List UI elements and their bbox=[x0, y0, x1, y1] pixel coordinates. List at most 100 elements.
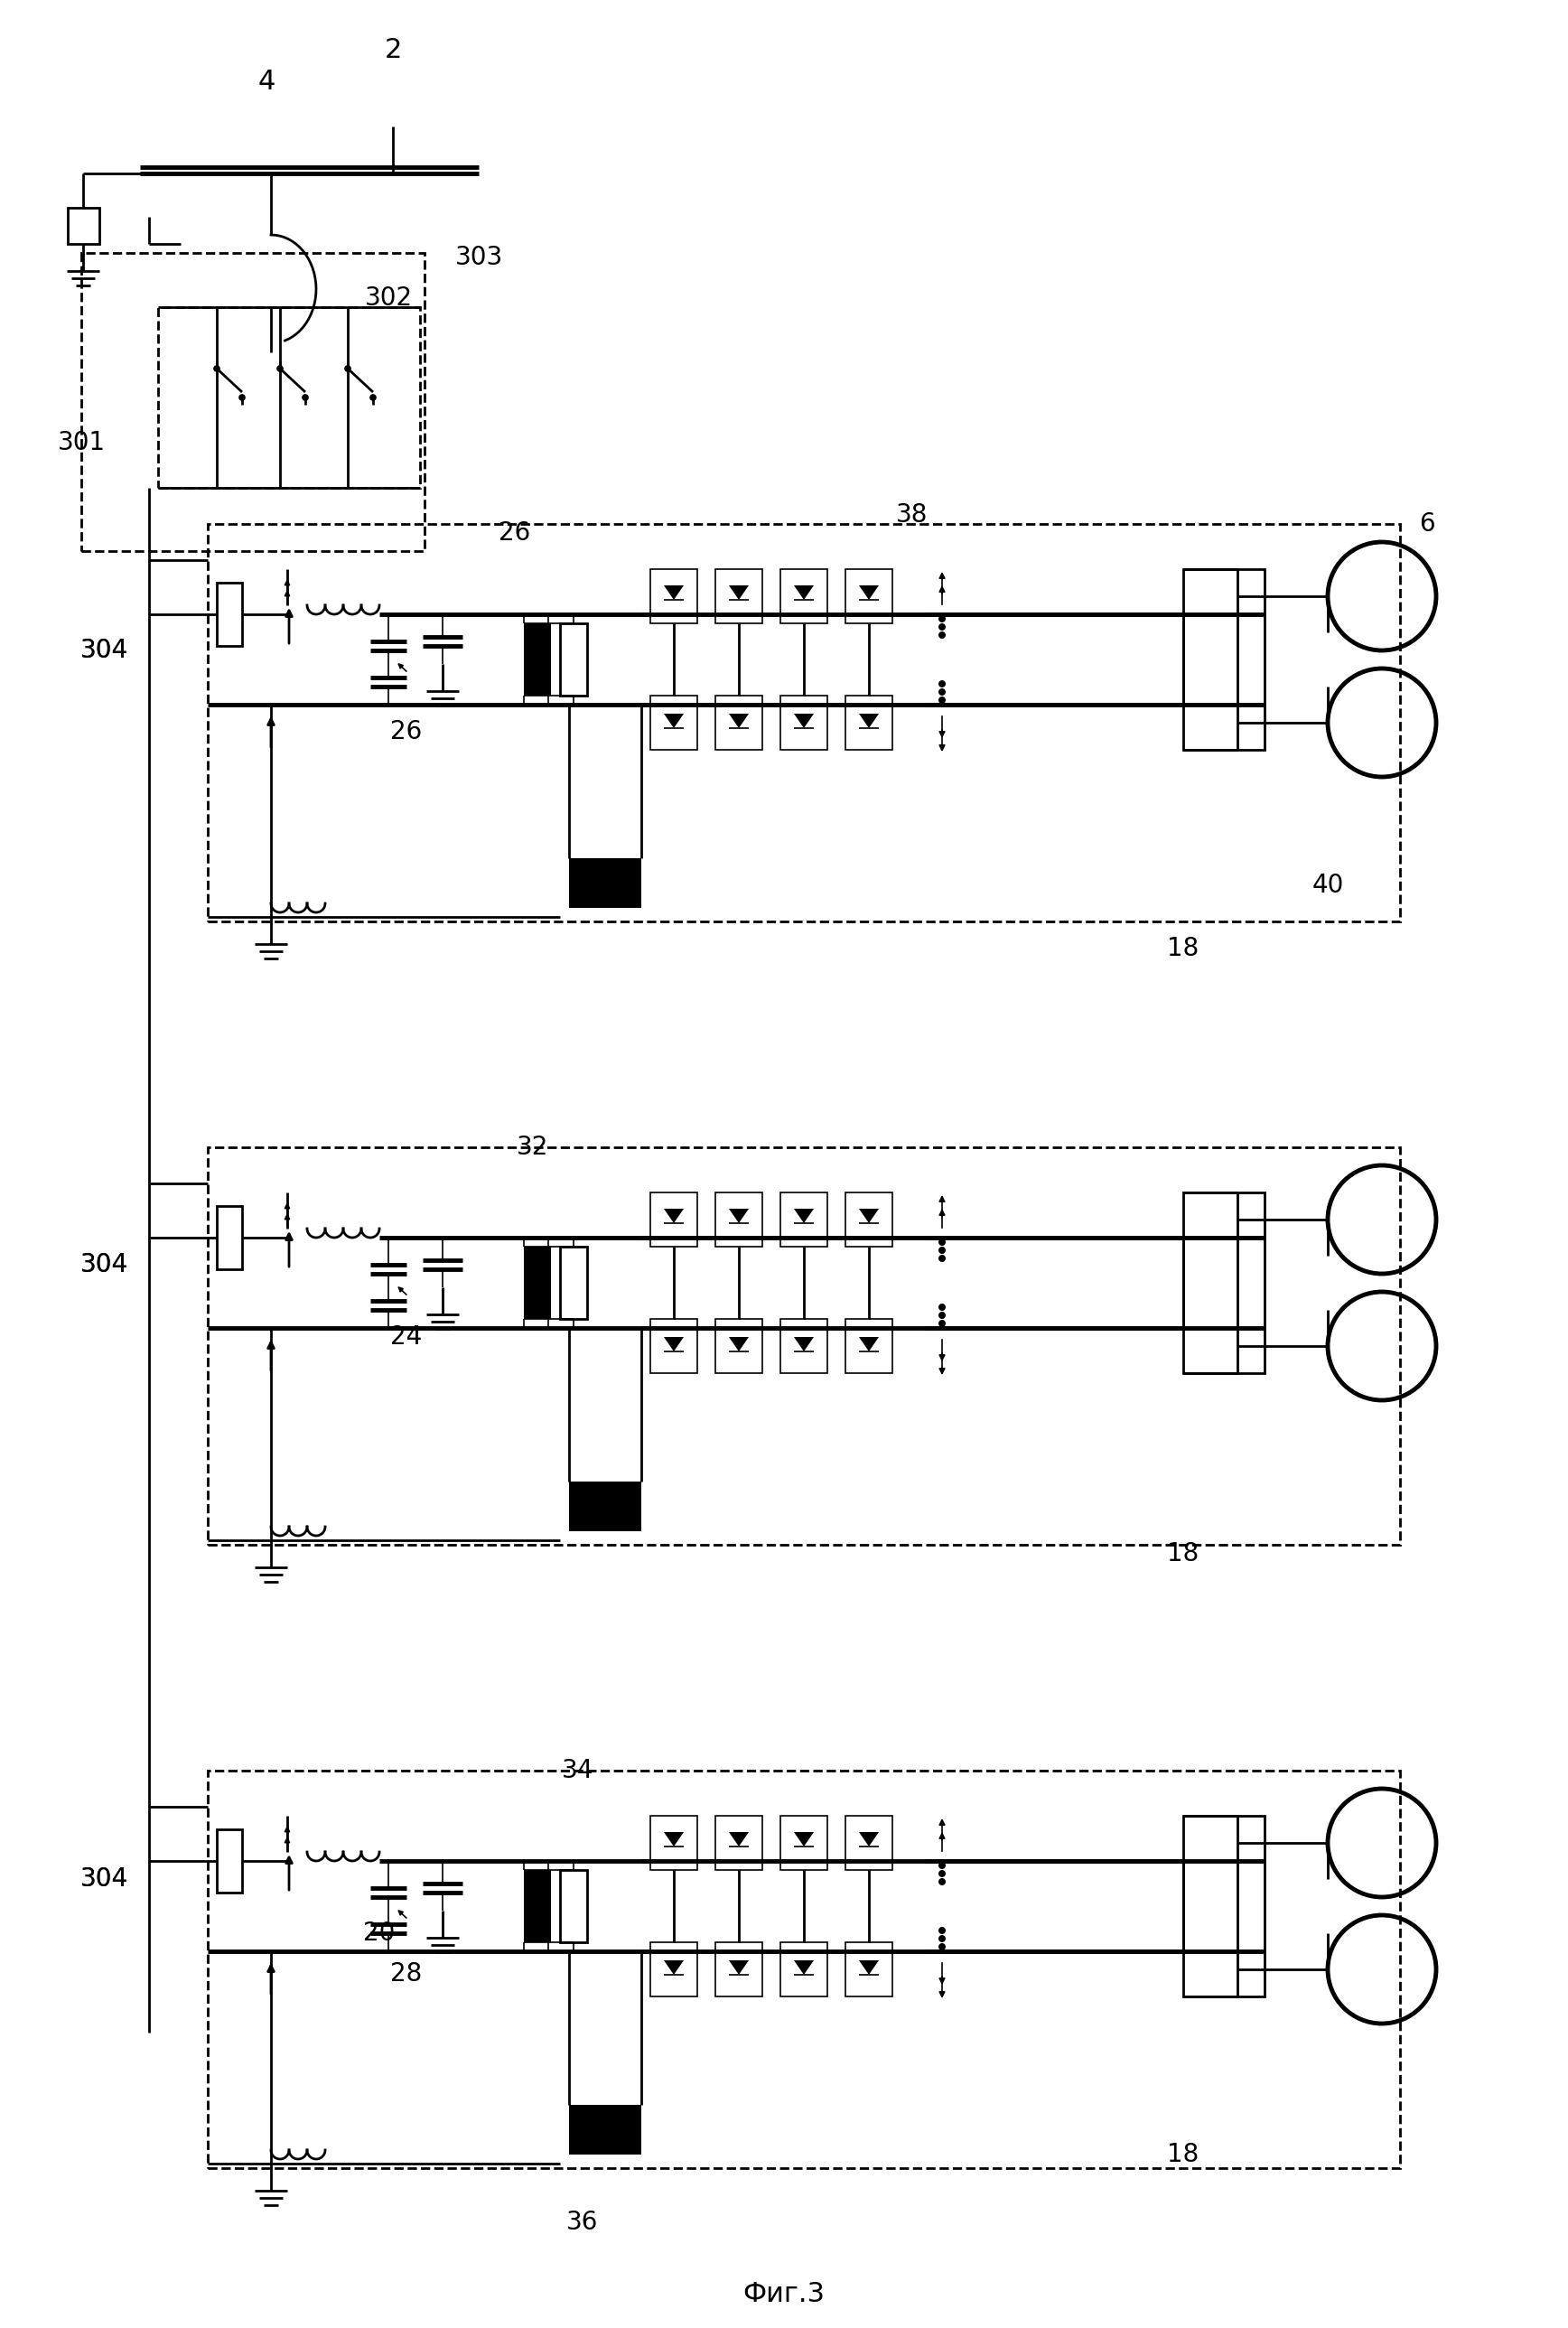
Bar bbox=[207, 1148, 1400, 1546]
Bar bbox=[67, 207, 99, 244]
Bar bbox=[845, 696, 892, 750]
Bar bbox=[651, 696, 698, 750]
Text: Фиг.3: Фиг.3 bbox=[743, 2281, 825, 2307]
Text: 26: 26 bbox=[390, 719, 422, 745]
Polygon shape bbox=[859, 1336, 878, 1353]
Text: 304: 304 bbox=[80, 1867, 129, 1893]
Text: 4: 4 bbox=[257, 68, 276, 95]
Polygon shape bbox=[793, 1208, 814, 1222]
Text: 304: 304 bbox=[80, 1252, 129, 1278]
Bar bbox=[216, 1206, 241, 1269]
Text: 304: 304 bbox=[80, 638, 129, 663]
Circle shape bbox=[939, 1935, 946, 1942]
Polygon shape bbox=[729, 1832, 750, 1846]
Circle shape bbox=[939, 680, 946, 687]
Bar bbox=[651, 1942, 698, 1997]
Polygon shape bbox=[663, 584, 684, 601]
Circle shape bbox=[345, 365, 351, 370]
Circle shape bbox=[939, 1869, 946, 1876]
Bar bbox=[715, 1192, 762, 1248]
Polygon shape bbox=[729, 1336, 750, 1353]
Text: 304: 304 bbox=[80, 638, 129, 663]
Polygon shape bbox=[859, 1832, 878, 1846]
Bar bbox=[1184, 1816, 1264, 1997]
Circle shape bbox=[939, 631, 946, 638]
Bar bbox=[560, 624, 586, 696]
Circle shape bbox=[939, 1248, 946, 1255]
Polygon shape bbox=[793, 1960, 814, 1974]
Bar bbox=[715, 568, 762, 624]
Text: 34: 34 bbox=[561, 1758, 594, 1783]
Polygon shape bbox=[859, 715, 878, 729]
Bar bbox=[524, 624, 550, 696]
Polygon shape bbox=[729, 1208, 750, 1222]
Bar bbox=[781, 1816, 828, 1869]
Text: 24: 24 bbox=[390, 1325, 422, 1350]
Bar bbox=[560, 1869, 586, 1942]
Bar bbox=[524, 1248, 550, 1320]
Polygon shape bbox=[663, 1832, 684, 1846]
Circle shape bbox=[939, 1320, 946, 1327]
Circle shape bbox=[939, 1238, 946, 1245]
Circle shape bbox=[939, 1862, 946, 1869]
Circle shape bbox=[240, 396, 245, 400]
Bar bbox=[781, 1942, 828, 1997]
Circle shape bbox=[939, 1944, 946, 1951]
Bar bbox=[845, 1192, 892, 1248]
Bar bbox=[845, 1816, 892, 1869]
Circle shape bbox=[939, 1304, 946, 1311]
Bar bbox=[651, 1816, 698, 1869]
Text: 304: 304 bbox=[80, 1252, 129, 1278]
Text: 18: 18 bbox=[1167, 1541, 1200, 1567]
Circle shape bbox=[939, 1928, 946, 1935]
Bar bbox=[781, 1320, 828, 1374]
Bar bbox=[715, 1816, 762, 1869]
Circle shape bbox=[303, 396, 307, 400]
Polygon shape bbox=[859, 1960, 878, 1974]
Polygon shape bbox=[663, 1960, 684, 1974]
Bar bbox=[569, 2105, 641, 2153]
Bar bbox=[845, 568, 892, 624]
Text: 40: 40 bbox=[1312, 873, 1344, 899]
Text: 302: 302 bbox=[364, 286, 412, 310]
Circle shape bbox=[939, 615, 946, 622]
Text: 32: 32 bbox=[517, 1134, 549, 1159]
Bar bbox=[781, 1192, 828, 1248]
Polygon shape bbox=[663, 715, 684, 729]
Text: 6: 6 bbox=[1419, 512, 1435, 538]
Bar bbox=[651, 568, 698, 624]
Text: 303: 303 bbox=[455, 244, 503, 270]
Bar bbox=[845, 1320, 892, 1374]
Bar bbox=[715, 696, 762, 750]
Polygon shape bbox=[729, 1960, 750, 1974]
Text: 18: 18 bbox=[1167, 936, 1200, 961]
Bar bbox=[651, 1320, 698, 1374]
Polygon shape bbox=[793, 1832, 814, 1846]
Text: 20: 20 bbox=[364, 1921, 395, 1946]
Bar bbox=[715, 1942, 762, 1997]
Bar bbox=[651, 1192, 698, 1248]
Bar bbox=[207, 1772, 1400, 2167]
Bar bbox=[158, 307, 420, 489]
Bar bbox=[216, 582, 241, 645]
Circle shape bbox=[370, 396, 376, 400]
Text: 18: 18 bbox=[1167, 2142, 1200, 2167]
Bar bbox=[82, 254, 425, 552]
Polygon shape bbox=[793, 715, 814, 729]
Polygon shape bbox=[663, 1208, 684, 1222]
Circle shape bbox=[215, 365, 220, 370]
Circle shape bbox=[939, 696, 946, 703]
Text: 301: 301 bbox=[58, 431, 105, 456]
Text: 2: 2 bbox=[384, 37, 401, 63]
Bar bbox=[1184, 1192, 1264, 1374]
Text: 28: 28 bbox=[390, 1960, 422, 1986]
Polygon shape bbox=[663, 1336, 684, 1353]
Polygon shape bbox=[859, 584, 878, 601]
Polygon shape bbox=[793, 584, 814, 601]
Circle shape bbox=[939, 624, 946, 631]
Text: 36: 36 bbox=[566, 2209, 599, 2235]
Polygon shape bbox=[859, 1208, 878, 1222]
Bar bbox=[781, 568, 828, 624]
Bar bbox=[845, 1942, 892, 1997]
Bar bbox=[560, 1248, 586, 1320]
